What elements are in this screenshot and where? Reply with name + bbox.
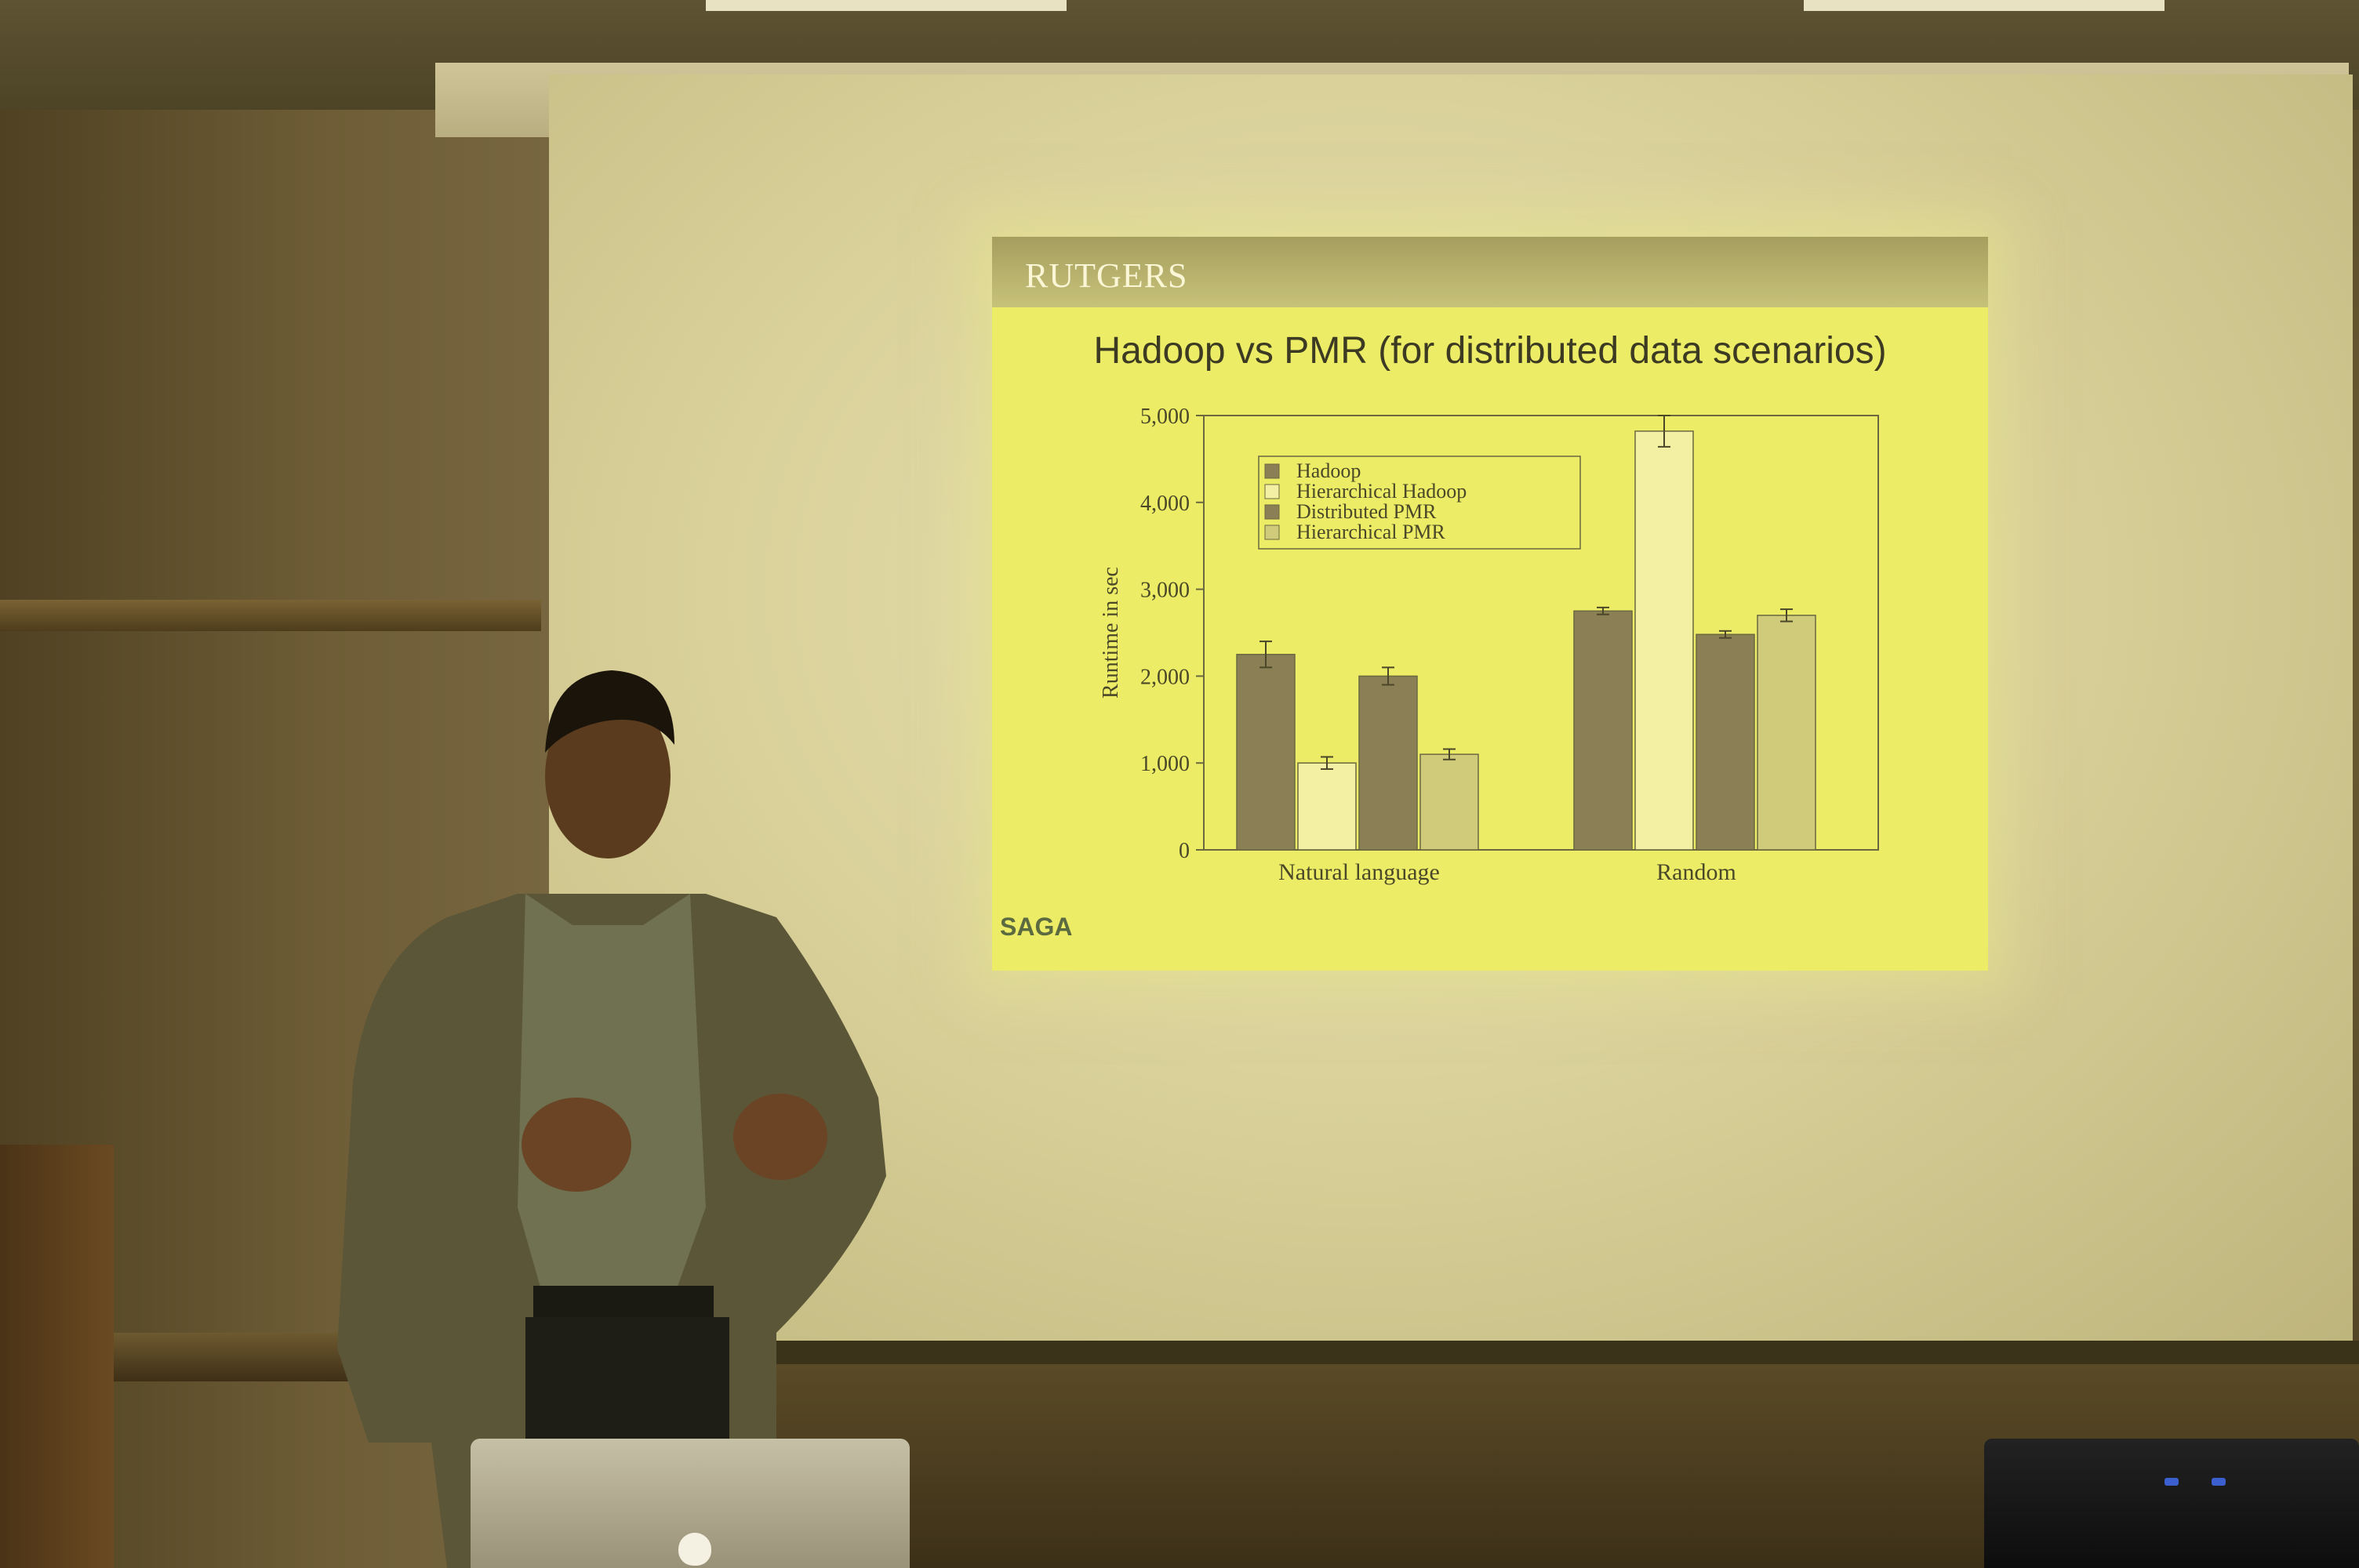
y-tick-label: 1,000	[1140, 752, 1190, 776]
legend-swatch	[1264, 484, 1280, 499]
y-tick-label: 4,000	[1140, 492, 1190, 516]
wall-molding	[0, 600, 541, 631]
x-category-label: Random	[1656, 859, 1736, 885]
legend-swatch	[1264, 524, 1280, 540]
right-hand	[733, 1094, 827, 1180]
presenter-hair	[545, 670, 674, 753]
presenter-shirt	[518, 894, 706, 1317]
ceiling-light	[706, 0, 1067, 11]
y-tick-label: 5,000	[1140, 405, 1190, 429]
projector	[1984, 1439, 2359, 1568]
projector-indicator-icon	[2165, 1478, 2179, 1486]
y-tick-label: 2,000	[1140, 665, 1190, 689]
y-axis-label: Runtime in sec	[1099, 567, 1123, 699]
bar	[1358, 675, 1418, 851]
bar	[1297, 762, 1357, 851]
bar-chart: 0 1,000 2,000 3,000 4,000 5,000 Runtime in sec…	[1099, 405, 1879, 885]
bar	[1236, 653, 1296, 851]
x-category-label: Natural language	[1278, 859, 1440, 885]
presenter-belt	[533, 1286, 714, 1317]
rutgers-logo: RUTGERS	[1025, 256, 1188, 295]
bar	[1757, 615, 1816, 851]
y-tick-label: 0	[1179, 839, 1190, 863]
saga-footer: SAGA	[1000, 913, 1073, 941]
projected-slide: RUTGERS Hadoop vs PMR (for distributed d…	[992, 237, 1988, 971]
screen-bottom-bar	[549, 1341, 2359, 1364]
y-tick-label: 3,000	[1140, 579, 1190, 603]
legend-label: Distributed PMR	[1296, 500, 1437, 523]
legend-label: Hierarchical Hadoop	[1296, 480, 1467, 503]
legend-label: Hadoop	[1296, 459, 1361, 482]
slide-header: RUTGERS	[992, 237, 1988, 307]
projector-indicator-icon	[2212, 1478, 2226, 1486]
left-hand	[522, 1098, 631, 1192]
podium	[0, 1145, 114, 1568]
bar	[1573, 610, 1633, 851]
presenter-head	[545, 694, 671, 858]
laptop	[471, 1439, 910, 1568]
slide-title: Hadoop vs PMR (for distributed data scen…	[1093, 330, 1887, 372]
ceiling-light	[1804, 0, 2165, 11]
presenter	[337, 670, 886, 1568]
bar	[1696, 633, 1755, 851]
legend-box	[1258, 456, 1581, 550]
legend-swatch	[1264, 463, 1280, 479]
bar	[1419, 753, 1479, 851]
plot-frame	[1203, 415, 1879, 851]
apple-logo-icon	[678, 1533, 711, 1566]
legend-label: Hierarchical PMR	[1296, 521, 1446, 543]
legend-swatch	[1264, 504, 1280, 520]
bar	[1634, 430, 1694, 851]
